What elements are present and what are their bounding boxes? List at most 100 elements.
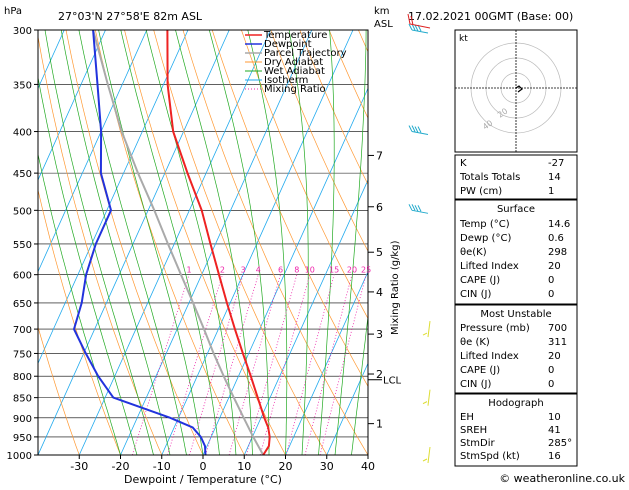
hodo-stmspd-value: 16 <box>548 451 561 462</box>
lcl-label: LCL <box>383 376 402 387</box>
surface-cin-value: 0 <box>548 289 554 300</box>
mixing-ratio-axis-label: Mixing Ratio (g/kg) <box>390 240 401 335</box>
pressure-tick-label: 550 <box>13 240 32 251</box>
stat-k-label: K <box>460 158 467 169</box>
km-tick-label: 4 <box>376 286 383 299</box>
hodograph: kt 20 40 <box>455 30 577 152</box>
hodo-stmdir-label: StmDir <box>460 438 495 449</box>
km-tick-label: 3 <box>376 328 383 341</box>
pressure-tick-label: 900 <box>13 414 32 425</box>
hodo-title: Hodograph <box>488 398 543 409</box>
hodo-eh-label: EH <box>460 412 474 423</box>
wind-barbs <box>408 14 430 463</box>
temp-tick-label: -20 <box>112 460 130 473</box>
surface-cape-value: 0 <box>548 275 554 286</box>
stat-k-value: -27 <box>548 158 564 169</box>
dry-adiabat-line <box>125 30 286 455</box>
pressure-tick-label: 750 <box>13 349 32 360</box>
mixing-ratio-line <box>305 275 352 455</box>
isotherm-line <box>0 30 64 455</box>
stat-pw-label: PW (cm) <box>460 186 502 197</box>
surface-li-value: 20 <box>548 261 561 272</box>
dry-adiabat-line <box>37 30 162 455</box>
pressure-tick-label: 700 <box>13 325 32 336</box>
surface-dewp-value: 0.6 <box>548 233 564 244</box>
mixing-ratio-tick-label: 25 <box>361 266 371 275</box>
mu-cape-label: CAPE (J) <box>460 365 500 376</box>
pressure-tick-label: 400 <box>13 128 32 139</box>
pressure-tick-label: 950 <box>13 433 32 444</box>
surface-cin-label: CIN (J) <box>460 289 491 300</box>
copyright-footer: © weatheronline.co.uk <box>499 472 625 485</box>
mu-pressure-label: Pressure (mb) <box>460 323 530 334</box>
mixing-ratio-tick-label: 1 <box>187 266 192 275</box>
asl-unit-label: ASL <box>374 19 393 30</box>
x-axis-label: Dewpoint / Temperature (°C) <box>124 473 282 486</box>
wet-adiabat-line <box>79 30 187 455</box>
mixing-ratio-tick-label: 2 <box>220 266 225 275</box>
stats-panel: K -27 Totals Totals 14 PW (cm) 1 Surface… <box>455 155 577 466</box>
km-tick-label: 1 <box>376 418 383 431</box>
pressure-tick-label: 500 <box>13 206 32 217</box>
mixing-ratio-tick-label: 3 <box>241 266 246 275</box>
mu-thetae-value: 311 <box>548 337 567 348</box>
temp-tick-label: 40 <box>361 460 375 473</box>
dry-adiabat-line <box>66 30 203 455</box>
pressure-tick-label: 650 <box>13 299 32 310</box>
datetime-title: 17.02.2021 00GMT (Base: 00) <box>408 10 573 23</box>
dewpoint-line <box>74 30 206 455</box>
hodo-sreh-label: SREH <box>460 425 487 436</box>
mixing-ratio-tick-label: 10 <box>305 266 315 275</box>
pressure-tick-label: 450 <box>13 169 32 180</box>
mixing-ratio-tick-label: 4 <box>256 266 261 275</box>
hodo-stmspd-label: StmSpd (kt) <box>460 451 520 462</box>
pressure-tick-label: 300 <box>13 26 32 37</box>
temp-tick-label: 0 <box>200 460 207 473</box>
wet-adiabat-line <box>99 30 203 455</box>
mu-cin-value: 0 <box>548 379 554 390</box>
surface-title: Surface <box>497 204 535 215</box>
hodo-stmdir-value: 285° <box>548 438 572 449</box>
temp-tick-label: -10 <box>153 460 171 473</box>
pressure-tick-label: 1000 <box>7 451 32 462</box>
mu-li-value: 20 <box>548 351 561 362</box>
mu-cape-value: 0 <box>548 365 554 376</box>
temp-tick-label: 30 <box>320 460 334 473</box>
temperature-line <box>167 30 269 455</box>
km-unit-label: km <box>374 6 390 17</box>
stat-tt-label: Totals Totals <box>459 172 520 183</box>
surface-dewp-label: Dewp (°C) <box>460 233 511 244</box>
pressure-tick-label: 800 <box>13 372 32 383</box>
wind-barb <box>423 321 430 337</box>
pressure-tick-label: 850 <box>13 394 32 405</box>
mu-li-label: Lifted Index <box>460 351 519 362</box>
wind-barb <box>423 390 430 406</box>
temp-tick-label: 20 <box>279 460 293 473</box>
surface-temp-label: Temp (°C) <box>459 219 510 230</box>
km-tick-label: 5 <box>376 246 383 259</box>
temp-tick-label: -30 <box>70 460 88 473</box>
legend-mixing-ratio: Mixing Ratio <box>264 84 326 95</box>
location-title: 27°03'N 27°58'E 82m ASL <box>58 10 203 23</box>
wet-adiabat-line <box>45 30 154 455</box>
wet-adiabat-line <box>209 30 269 455</box>
pressure-tick-label: 350 <box>13 80 32 91</box>
wind-barb <box>409 126 428 135</box>
mixing-ratio-tick-label: 8 <box>294 266 299 275</box>
mu-title: Most Unstable <box>480 309 551 320</box>
km-tick-label: 6 <box>376 201 383 214</box>
surface-li-label: Lifted Index <box>460 261 519 272</box>
hodograph-kt-label: kt <box>459 34 468 44</box>
mixing-ratio-line <box>229 275 280 455</box>
surface-thetae-label: θe(K) <box>460 247 487 258</box>
isotherm-line <box>38 30 229 455</box>
surface-thetae-value: 298 <box>548 247 567 258</box>
mixing-ratio-line <box>168 275 223 455</box>
wet-adiabat-line <box>30 30 137 455</box>
pressure-tick-label: 600 <box>13 271 32 282</box>
hodo-eh-value: 10 <box>548 412 561 423</box>
mixing-ratio-tick-label: 20 <box>347 266 357 275</box>
